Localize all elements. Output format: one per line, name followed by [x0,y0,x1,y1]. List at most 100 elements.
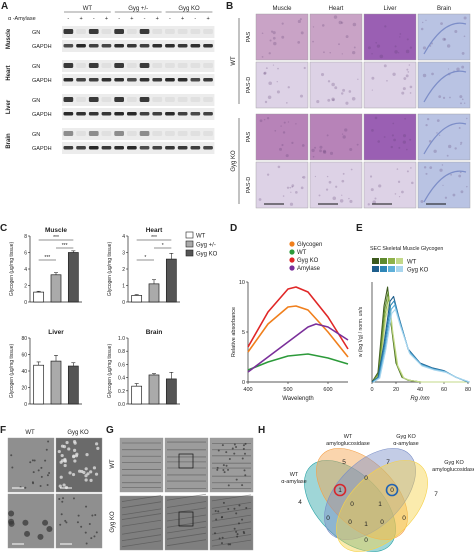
cell-nucleus [425,123,428,127]
glycogen-particle [85,453,89,457]
legend-swatch [185,231,194,239]
cell-nucleus [279,147,282,151]
cell-nucleus [328,180,332,184]
cell-nucleus [268,81,272,86]
glycogen-particle [221,515,224,518]
x-tick-label: 500 [283,387,292,393]
blot-band [203,146,213,150]
myofibril-line [121,495,162,502]
cell-nucleus [327,98,331,102]
bar-chart-title: Liver [48,329,64,336]
cell-nucleus [367,46,371,50]
blot-band [63,63,74,68]
glycogen-particle [235,446,238,449]
genotype-label: Gyg KO [231,150,237,172]
row-label: GAPDH [32,44,52,50]
glycogen-particle [93,535,96,538]
glycogen-particle [217,510,220,513]
blot-band [127,44,137,48]
blot-band [63,78,74,82]
glycogen-particle [89,470,93,474]
glycogen-particle [11,466,14,469]
em-tile [164,495,209,551]
row-label: GN [32,64,40,70]
venn-set-label: α-amylase [281,479,307,485]
panel-label-f: F [0,425,6,436]
blot-band [139,97,150,102]
y-tick-label: 0.4 [118,376,125,382]
glycogen-particle [37,533,44,540]
cell-nucleus [265,67,268,70]
panel-b: B Muscle Heart Liver Brain PAS PAS-D WT PAS PAS-D… [226,0,474,220]
cell-nucleus [263,72,266,75]
western-blot: A WT Gyg +/- Gyg KO α -Amylase - + - + - + - + - + - + GN… [1,1,215,154]
blot-band [76,44,86,48]
myofibril-line [121,508,162,516]
cell-nucleus [454,147,457,150]
glycogen-particle [214,509,217,512]
cell-nucleus [444,196,448,199]
glycogen-particle [222,468,225,471]
legend-label: Gyg KO [407,268,429,274]
cell-nucleus [460,143,462,146]
venn-set-label: Gyg KO [396,434,416,440]
y-axis-label: Glycogen (μg/mg tissue) [107,242,113,297]
group-label: Gyg KO [178,6,200,12]
blot-band [139,146,150,150]
glycogen-particle [76,521,79,524]
cell-nucleus [258,198,262,201]
ko-swatch [372,266,379,272]
lane-sign: - [194,16,196,22]
lane-sign: + [79,16,82,22]
blot-band [177,29,188,34]
glycogen-particle [58,497,61,500]
cell-nucleus [276,90,280,94]
glycogen-particle [37,469,40,472]
blot-band [101,78,112,82]
blot-band [190,97,201,102]
glycogen-particle [222,464,225,467]
glycogen-particle [214,532,217,535]
ko-swatch [380,266,387,272]
glycogen-particle [60,453,64,458]
cell-nucleus [263,71,267,75]
panel-label-e: E [356,223,363,234]
y-tick-label: 0 [122,300,125,306]
glycogen-particle [72,455,76,459]
glycogen-particle [244,474,247,477]
blot-band [127,97,137,102]
venn-region-value: 0 [364,537,368,544]
cell-nucleus [261,32,264,35]
cell-nucleus [399,36,401,38]
glycogen-particle [242,530,245,533]
blot-strip [62,40,215,52]
cell-nucleus [281,22,284,25]
glycogen-particle [84,474,88,478]
cell-nucleus [443,38,447,41]
cell-nucleus [270,30,274,33]
brain-structure [423,22,467,55]
cell-nucleus [323,51,325,54]
blot-band [203,112,213,116]
blot-band [127,112,137,116]
cell-nucleus [449,96,451,99]
glycogen-particle [44,459,47,462]
glycogen-particle [215,518,218,521]
brain-structure [423,170,467,203]
cell-nucleus [439,168,443,172]
cell-nucleus [357,78,359,81]
bar-chart-title: Brain [146,329,163,336]
cell-nucleus [394,50,398,54]
glycogen-particle [33,459,36,462]
histology-tile [309,13,363,61]
glycogen-particle [63,458,67,463]
glycogen-particle [77,514,80,517]
venn-set-label: Gyg KO [444,460,464,466]
tissue-label: Muscle [6,28,12,49]
series-line [247,286,349,350]
cell-nucleus [291,185,294,188]
lane-sign: - [67,16,69,22]
glycogen-particle [233,452,236,455]
myofibril-line [211,501,252,509]
cell-nucleus [341,194,343,196]
